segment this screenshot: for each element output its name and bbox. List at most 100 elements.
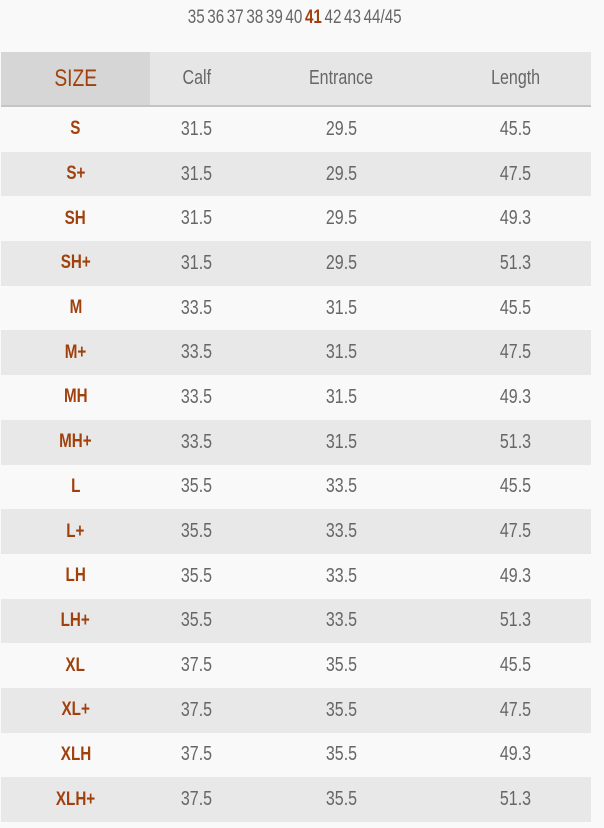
cell-size: MH xyxy=(1,375,150,420)
cell-entrance: 29.5 xyxy=(243,196,440,242)
cell-value: 33.5 xyxy=(181,430,213,453)
table-row: XL+ 37.5 35.5 47.5 xyxy=(1,687,591,733)
table-row: XLH+ 37.5 35.5 51.3 xyxy=(1,777,591,822)
cell-value: L xyxy=(70,475,81,497)
cell-size: M+ xyxy=(1,330,150,376)
cell-value: M xyxy=(69,297,82,319)
shoe-size-option[interactable]: 36 xyxy=(207,7,225,28)
header-label: Calf xyxy=(182,67,211,89)
cell-value: 29.5 xyxy=(325,117,358,140)
cell-length: 45.5 xyxy=(439,464,591,510)
cell-length: 49.3 xyxy=(439,732,591,778)
table-row: LH 35.5 33.5 49.3 xyxy=(1,553,591,599)
cell-value: 37.5 xyxy=(181,788,213,811)
cell-value: MH+ xyxy=(59,431,92,453)
cell-value: M+ xyxy=(64,341,87,363)
shoe-size-option[interactable]: 37 xyxy=(227,7,245,28)
table-row: LH+ 35.5 33.5 51.3 xyxy=(1,598,591,644)
cell-length: 47.5 xyxy=(439,509,591,554)
cell-value: 29.5 xyxy=(325,162,358,185)
table-row: SH 31.5 29.5 49.3 xyxy=(1,196,591,242)
cell-value: 49.3 xyxy=(499,207,531,230)
cell-value: 37.5 xyxy=(181,654,213,677)
cell-value: 47.5 xyxy=(499,341,531,364)
cell-value: 33.5 xyxy=(325,520,358,543)
cell-value: L+ xyxy=(66,520,85,542)
cell-value: 37.5 xyxy=(181,698,213,721)
cell-calf: 35.5 xyxy=(150,598,244,644)
cell-size: S xyxy=(1,106,150,152)
cell-value: 47.5 xyxy=(499,162,531,185)
cell-value: LH xyxy=(65,565,86,587)
cell-calf: 37.5 xyxy=(150,687,244,733)
cell-entrance: 35.5 xyxy=(243,732,440,778)
header-length: Length xyxy=(439,52,591,107)
table-row: MH 33.5 31.5 49.3 xyxy=(1,375,591,420)
cell-calf: 35.5 xyxy=(150,509,244,554)
table-row: L+ 35.5 33.5 47.5 xyxy=(1,509,591,554)
table-row: MH+ 33.5 31.5 51.3 xyxy=(1,419,591,465)
cell-entrance: 29.5 xyxy=(243,151,440,197)
cell-value: 35.5 xyxy=(181,564,213,587)
cell-value: LH+ xyxy=(60,609,91,631)
shoe-size-option[interactable]: 42 xyxy=(324,7,342,28)
cell-value: 33.5 xyxy=(181,296,213,319)
cell-calf: 37.5 xyxy=(150,643,244,688)
cell-value: 31.5 xyxy=(181,207,213,230)
shoe-size-option[interactable]: 40 xyxy=(285,7,303,28)
shoe-size-option[interactable]: 41 xyxy=(305,7,323,28)
cell-value: 51.3 xyxy=(499,251,531,274)
cell-entrance: 31.5 xyxy=(243,419,440,465)
shoe-size-option[interactable]: 38 xyxy=(246,7,264,28)
shoe-size-options: 35 36 37 38 39 40 41 42 43 44/45 xyxy=(188,7,402,29)
cell-value: 35.5 xyxy=(325,788,358,811)
table-row: S+ 31.5 29.5 47.5 xyxy=(1,151,591,197)
cell-value: 35.5 xyxy=(325,743,358,766)
cell-value: S xyxy=(70,118,81,140)
table-row: XL 37.5 35.5 45.5 xyxy=(1,643,591,688)
cell-size: XL xyxy=(1,643,150,688)
cell-calf: 31.5 xyxy=(150,196,244,242)
cell-calf: 37.5 xyxy=(150,777,244,822)
table-row: S 31.5 29.5 45.5 xyxy=(1,106,591,152)
header-label: Entrance xyxy=(309,67,374,89)
cell-length: 45.5 xyxy=(439,285,591,331)
cell-calf: 31.5 xyxy=(150,106,244,152)
cell-value: 29.5 xyxy=(325,207,358,230)
cell-size: LH+ xyxy=(1,598,150,644)
header-size: SIZE xyxy=(1,52,150,107)
cell-value: XLH+ xyxy=(55,788,96,810)
cell-size: M xyxy=(1,285,150,331)
cell-size: XLH xyxy=(1,732,150,778)
cell-value: 29.5 xyxy=(325,251,358,274)
cell-length: 47.5 xyxy=(439,687,591,733)
cell-value: 35.5 xyxy=(325,698,358,721)
cell-calf: 33.5 xyxy=(150,419,244,465)
shoe-size-option[interactable]: 39 xyxy=(266,7,284,28)
cell-length: 49.3 xyxy=(439,375,591,420)
table-header-row: SIZE Calf Entrance Length xyxy=(1,52,591,107)
cell-value: XLH xyxy=(60,743,91,765)
shoe-size-option[interactable]: 35 xyxy=(188,7,205,28)
table-row: L 35.5 33.5 45.5 xyxy=(1,464,591,510)
cell-entrance: 33.5 xyxy=(243,598,440,644)
cell-length: 47.5 xyxy=(439,330,591,376)
cell-value: 45.5 xyxy=(499,117,531,140)
cell-value: 35.5 xyxy=(325,654,358,677)
shoe-size-option[interactable]: 44/45 xyxy=(363,7,402,28)
shoe-size-option[interactable]: 43 xyxy=(344,7,362,28)
cell-value: XL xyxy=(65,654,86,676)
cell-entrance: 35.5 xyxy=(243,687,440,733)
cell-calf: 35.5 xyxy=(150,464,244,510)
cell-value: 51.3 xyxy=(499,430,531,453)
cell-entrance: 31.5 xyxy=(243,330,440,376)
cell-value: 31.5 xyxy=(325,296,358,319)
cell-value: 33.5 xyxy=(325,475,358,498)
cell-value: 31.5 xyxy=(181,251,213,274)
cell-size: LH xyxy=(1,553,150,599)
cell-value: 51.3 xyxy=(499,788,531,811)
cell-value: 47.5 xyxy=(499,698,531,721)
cell-entrance: 35.5 xyxy=(243,777,440,822)
header-calf: Calf xyxy=(150,52,244,107)
shoe-size-selector: 35 36 37 38 39 40 41 42 43 44/45 xyxy=(0,7,590,29)
